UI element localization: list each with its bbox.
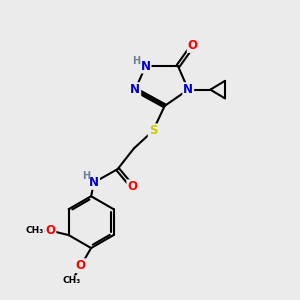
Text: N: N (141, 60, 151, 73)
Text: CH₃: CH₃ (26, 226, 44, 235)
Text: CH₃: CH₃ (63, 276, 81, 285)
Text: S: S (149, 124, 157, 137)
Text: O: O (76, 259, 86, 272)
Text: N: N (130, 83, 140, 96)
Text: O: O (188, 39, 198, 52)
Text: N: N (183, 83, 193, 96)
Text: H: H (132, 56, 140, 66)
Text: O: O (127, 180, 137, 193)
Text: O: O (45, 224, 56, 237)
Text: H: H (82, 171, 90, 181)
Text: N: N (89, 176, 99, 189)
